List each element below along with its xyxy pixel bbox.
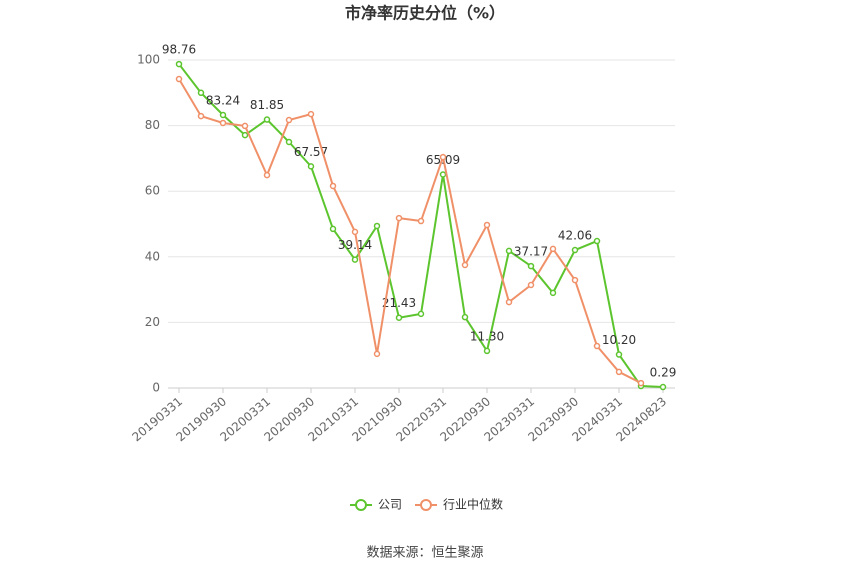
- point: [571, 276, 579, 284]
- point: [351, 228, 359, 236]
- point: [263, 116, 271, 123]
- point: [505, 298, 513, 306]
- point: [329, 182, 337, 190]
- point: [307, 110, 315, 118]
- point: [417, 217, 425, 225]
- point: [615, 351, 623, 358]
- point: [351, 256, 359, 263]
- point: [373, 350, 381, 358]
- value-label: 21.43: [382, 296, 416, 310]
- point: [461, 261, 469, 269]
- legend-marker: [420, 499, 432, 511]
- point: [549, 289, 557, 297]
- point: [549, 245, 557, 253]
- point: [219, 119, 227, 127]
- value-label: 11.30: [470, 329, 504, 343]
- point: [527, 262, 535, 270]
- y-tick-label: 100: [137, 53, 160, 67]
- point: [285, 116, 293, 124]
- point: [197, 112, 205, 120]
- value-label: 83.24: [206, 93, 240, 107]
- point: [197, 89, 205, 97]
- point: [439, 171, 447, 178]
- point: [241, 122, 249, 130]
- point: [417, 310, 425, 318]
- legend-label: 行业中位数: [443, 497, 503, 512]
- point: [241, 131, 249, 139]
- point: [505, 247, 513, 255]
- value-label: 67.57: [294, 145, 328, 159]
- y-tick-label: 40: [145, 249, 160, 263]
- y-tick-label: 60: [145, 184, 160, 198]
- point: [659, 383, 667, 391]
- point: [395, 214, 403, 222]
- point: [329, 225, 337, 233]
- point: [571, 246, 579, 254]
- value-label: 42.06: [558, 229, 592, 243]
- point: [637, 379, 645, 387]
- point: [615, 368, 623, 376]
- value-label: 0.29: [650, 366, 677, 380]
- y-tick-label: 0: [152, 381, 160, 395]
- series-line: [178, 78, 642, 384]
- point: [439, 153, 447, 161]
- value-label: 37.17: [514, 245, 548, 259]
- value-label: 39.14: [338, 238, 372, 252]
- series-line: [178, 63, 664, 389]
- point: [307, 163, 315, 170]
- point: [461, 313, 469, 321]
- value-label: 10.20: [602, 333, 636, 347]
- point: [395, 314, 403, 321]
- point: [527, 281, 535, 289]
- y-tick-label: 80: [145, 118, 160, 132]
- chart-title: 市净率历史分位（%）: [345, 4, 505, 23]
- legend-marker: [355, 499, 367, 511]
- y-tick-label: 20: [145, 315, 160, 329]
- point: [263, 171, 271, 179]
- point: [175, 60, 183, 68]
- point: [219, 111, 227, 119]
- point: [285, 138, 293, 146]
- point: [593, 237, 601, 245]
- point: [593, 342, 601, 350]
- point: [483, 221, 491, 229]
- source: 数据来源：恒生聚源: [366, 546, 483, 561]
- value-label: 81.85: [250, 98, 284, 112]
- point: [175, 75, 183, 83]
- legend-label: 公司: [378, 498, 402, 512]
- point: [373, 222, 381, 230]
- point: [483, 347, 491, 355]
- value-label: 98.76: [162, 43, 196, 57]
